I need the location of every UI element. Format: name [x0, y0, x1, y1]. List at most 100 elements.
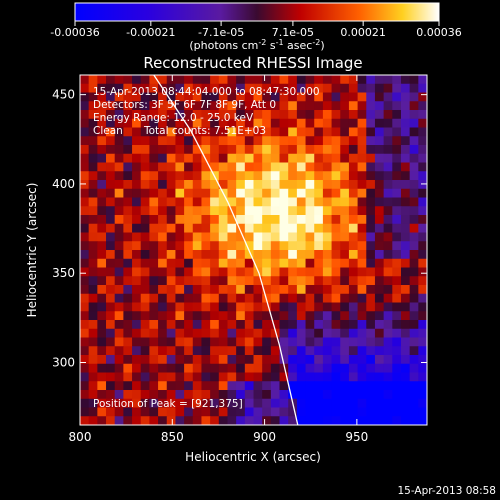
heatmap-cell	[418, 346, 427, 356]
heatmap-cell	[383, 276, 393, 286]
heatmap-cell	[314, 250, 324, 260]
heatmap-cell	[166, 276, 176, 286]
heatmap-cell	[262, 398, 272, 408]
heatmap-cell	[392, 416, 402, 425]
heatmap-cell	[166, 241, 176, 251]
heatmap-cell	[227, 223, 237, 233]
heatmap-cell	[158, 145, 168, 155]
heatmap-cell	[409, 293, 419, 303]
heatmap-cell	[210, 267, 220, 277]
heatmap-cell	[244, 250, 254, 260]
heatmap-cell	[227, 381, 237, 391]
heatmap-cell	[158, 118, 168, 128]
heatmap-cell	[140, 258, 150, 268]
heatmap-cell	[331, 416, 341, 425]
heatmap-cell	[253, 101, 263, 111]
heatmap-cell	[418, 127, 427, 137]
heatmap-cell	[184, 171, 194, 181]
heatmap-cell	[305, 390, 315, 400]
heatmap-cell	[244, 416, 254, 425]
heatmap-cell	[400, 232, 411, 242]
heatmap-cell	[149, 311, 159, 321]
heatmap-cell	[314, 215, 324, 225]
heatmap-cell	[210, 145, 220, 155]
heatmap-cell	[166, 136, 176, 146]
heatmap-cell	[331, 92, 341, 102]
heatmap-cell	[418, 416, 427, 425]
heatmap-cell	[114, 153, 124, 163]
heatmap-cell	[227, 180, 237, 190]
heatmap-cell	[106, 92, 116, 102]
heatmap-cell	[236, 127, 246, 137]
heatmap-cell	[114, 101, 124, 111]
heatmap-cell	[262, 241, 272, 251]
heatmap-cell	[97, 118, 107, 128]
heatmap-cell	[227, 320, 237, 330]
heatmap-cell	[366, 153, 376, 163]
heatmap-cell	[106, 328, 116, 338]
solar-limb-curve	[153, 75, 299, 425]
heatmap-cell	[331, 136, 341, 146]
heatmap-cell	[236, 162, 246, 172]
colorbar-tick-label: 7.1e-05	[272, 26, 314, 39]
heatmap-cell	[192, 276, 202, 286]
heatmap-cell	[305, 180, 315, 190]
heatmap-cell	[262, 320, 272, 330]
heatmap-cell	[288, 372, 298, 382]
heatmap-cell	[383, 250, 393, 260]
heatmap-cell	[236, 407, 246, 417]
heatmap-cell	[392, 346, 402, 356]
heatmap-cell	[88, 363, 98, 373]
heatmap-cell	[158, 197, 168, 207]
heatmap-cell	[357, 346, 367, 356]
heatmap-cell	[366, 241, 376, 251]
heatmap-cell	[218, 372, 228, 382]
heatmap-cell	[184, 381, 194, 391]
heatmap-cell	[270, 101, 280, 111]
heatmap-cell	[366, 188, 376, 198]
heatmap-cell	[366, 337, 376, 347]
heatmap-cell	[175, 83, 185, 93]
heatmap-cell	[296, 197, 306, 207]
heatmap-cell	[270, 398, 280, 408]
heatmap-cell	[400, 355, 411, 365]
heatmap-cell	[210, 232, 220, 242]
heatmap-cell	[80, 162, 90, 172]
heatmap-cell	[97, 83, 107, 93]
heatmap-cell	[236, 188, 246, 198]
heatmap-cell	[314, 285, 324, 295]
heatmap-cell	[305, 110, 315, 120]
heatmap-cell	[201, 407, 211, 417]
heatmap-cell	[114, 372, 124, 382]
heatmap-cell	[80, 171, 90, 181]
heatmap-cell	[140, 232, 150, 242]
heatmap-cell	[80, 407, 90, 417]
heatmap-cell	[366, 83, 376, 93]
heatmap-cell	[166, 118, 176, 128]
heatmap-cell	[80, 188, 90, 198]
heatmap-cell	[80, 398, 90, 408]
heatmap-cell	[97, 188, 107, 198]
heatmap-cell	[305, 311, 315, 321]
heatmap-cell	[123, 223, 133, 233]
heatmap-cell	[227, 250, 237, 260]
heatmap-cell	[340, 346, 350, 356]
heatmap-cell	[262, 407, 272, 417]
heatmap-cell	[175, 162, 185, 172]
heatmap-cell	[340, 363, 350, 373]
heatmap-cell	[114, 285, 124, 295]
heatmap-cell	[296, 276, 306, 286]
heatmap-cell	[392, 127, 402, 137]
heatmap-cell	[227, 311, 237, 321]
heatmap-cell	[88, 311, 98, 321]
heatmap-cell	[348, 215, 359, 225]
heatmap-cell	[149, 206, 159, 216]
heatmap-cell	[253, 136, 263, 146]
heatmap-cell	[149, 276, 159, 286]
heatmap-cell	[218, 136, 228, 146]
heatmap-cell	[418, 215, 427, 225]
heatmap-cell	[201, 162, 211, 172]
heatmap-cell	[184, 223, 194, 233]
heatmap-cell	[97, 328, 107, 338]
heatmap-cell	[288, 136, 298, 146]
